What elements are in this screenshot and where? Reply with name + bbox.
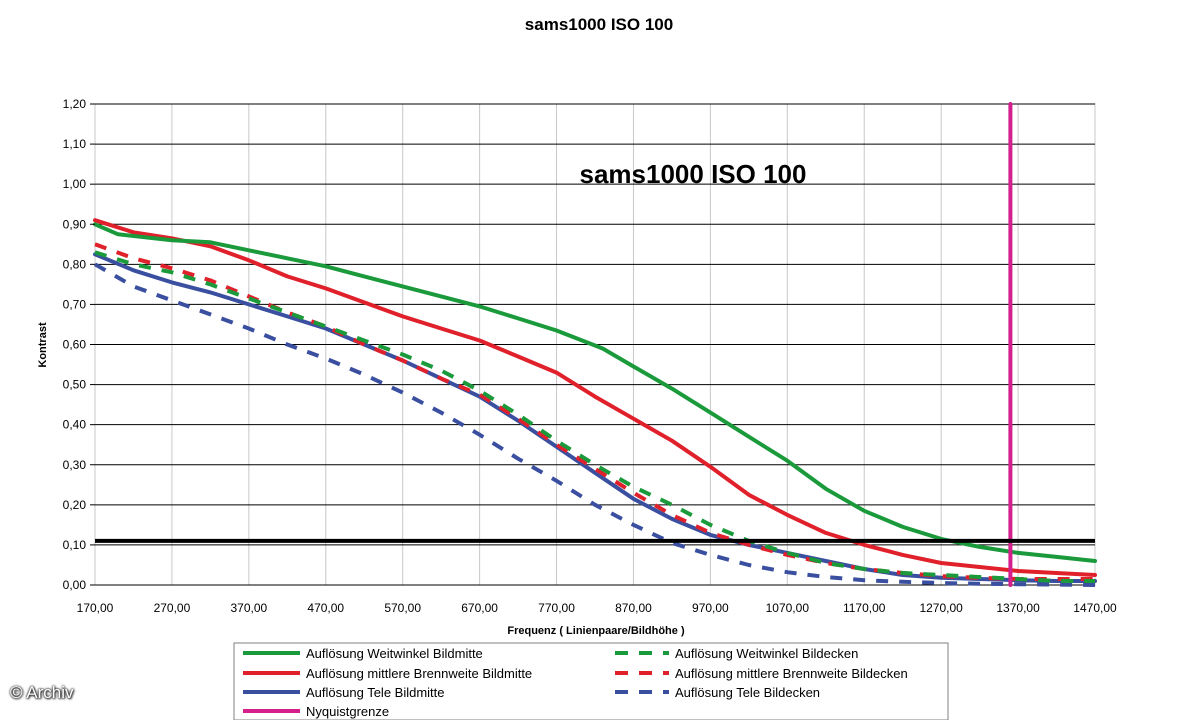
y-tick-label: 1,20 [63,97,87,111]
x-tick-label: 770,00 [538,601,575,615]
y-axis-ticks: 0,00 0,10 0,20 0,30 0,40 0,50 0,60 0,70 0,80 0,90… [63,97,95,592]
x-tick-label: 1370,00 [996,601,1040,615]
x-tick-label: 570,00 [384,601,421,615]
y-tick-label: 0,20 [63,498,87,512]
y-tick-label: 0,30 [63,458,87,472]
y-tick-label: 0,00 [63,578,87,592]
legend-entry: Auflösung Tele Bildmitte [306,685,445,700]
series-layer [93,102,1097,587]
x-tick-label: 670,00 [461,601,498,615]
y-tick-label: 0,50 [63,378,87,392]
y-tick-label: 0,60 [63,338,87,352]
y-tick-label: 0,90 [63,217,87,231]
x-tick-label: 1270,00 [919,601,963,615]
series-line [94,250,1095,583]
legend-entry: Auflösung Weitwinkel Bildecken [675,646,858,661]
y-tick-label: 0,40 [63,418,87,432]
legend-entry: Auflösung mittlere Brennweite Bildecken [675,666,908,681]
legend-entry: Auflösung mittlere Brennweite Bildmitte [306,666,532,681]
x-tick-label: 1170,00 [843,601,886,615]
y-tick-label: 0,80 [63,257,87,271]
series-line [93,222,1097,563]
legend: Auflösung Weitwinkel Bildmitte Auflösung … [233,642,949,720]
x-tick-label: 1470,00 [1073,601,1117,615]
x-tick-label: 470,00 [307,601,344,615]
legend-entry: Auflösung Weitwinkel Bildmitte [306,646,483,661]
plot-area [93,102,1097,587]
x-tick-label: 970,00 [692,601,729,615]
series-line [94,262,1096,587]
y-tick-label: 0,10 [63,538,87,552]
inner-chart-title: sams1000 ISO 100 [580,159,807,189]
copyright-watermark: © Archiv [10,683,74,702]
legend-box [233,642,949,720]
legend-entry: Nyquistgrenze [306,704,389,719]
x-axis-ticks: 170,00 270,00 370,00 470,00 570,00 670,00 770,… [77,601,1117,615]
y-tick-label: 0,70 [63,297,87,311]
horizontal-gridlines [95,103,1095,586]
x-axis-label: Frequenz ( Linienpaare/Bildhöhe ) [507,625,685,637]
x-tick-label: 270,00 [154,601,191,615]
chart-title: sams1000 ISO 100 [525,15,673,34]
x-tick-label: 370,00 [230,601,267,615]
x-tick-label: 870,00 [615,601,652,615]
legend-entry: Auflösung Tele Bildecken [675,685,820,700]
y-tick-label: 1,00 [63,177,87,191]
y-tick-label: 1,10 [63,137,87,151]
series-line [93,218,1097,577]
y-axis-label: Kontrast [37,322,49,368]
x-tick-label: 1070,00 [766,601,810,615]
x-tick-label: 170,00 [77,601,114,615]
